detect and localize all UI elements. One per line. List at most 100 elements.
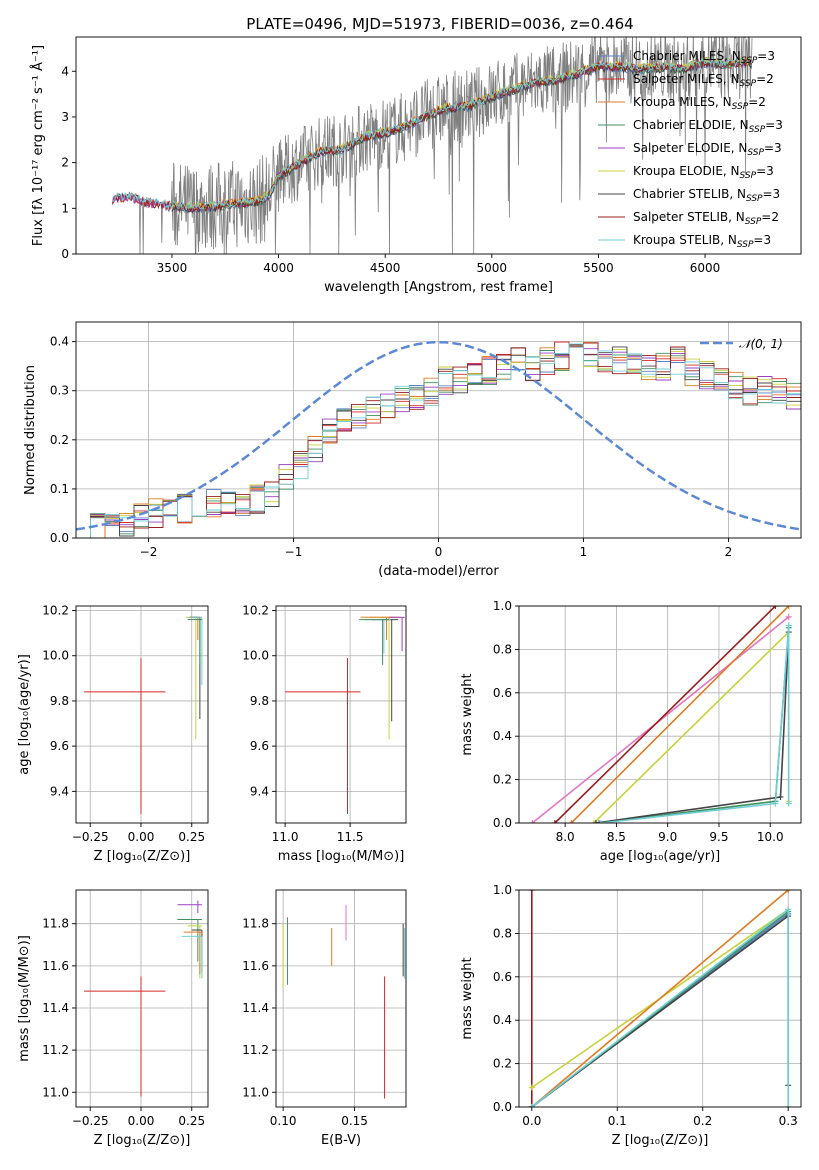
plot-area-age-vs-mass — [285, 616, 405, 814]
y-tick-label: 11.2 — [42, 1043, 69, 1057]
x-tick-label: 0.00 — [128, 1114, 155, 1128]
x-tick-label: 0.00 — [128, 830, 155, 844]
x-tick-label: 0.3 — [779, 1114, 798, 1128]
marker — [568, 820, 575, 823]
x-tick-label: 0.1 — [608, 1114, 627, 1128]
x-axis-label: age [log₁₀(age/yr)] — [600, 849, 721, 864]
x-tick-label: 2 — [725, 545, 733, 559]
plot-area-mass-weight-vs-Z — [528, 890, 792, 1107]
x-tick-label: 0.25 — [178, 830, 205, 844]
axes-frame — [275, 889, 407, 1108]
axes-frame — [75, 36, 802, 255]
x-tick-label: 4500 — [370, 261, 401, 275]
marker — [785, 622, 792, 629]
chart-mass-vs-ebv: 0.10 0.15 11.0 11.2 11.4 11.6 11.8 E(B-V) — [242, 889, 407, 1148]
x-axis-label: E(B-V) — [321, 1133, 361, 1148]
cumulative-line-4 — [593, 630, 790, 823]
histogram-9 — [76, 343, 801, 538]
y-tick-label: 0.0 — [50, 531, 69, 545]
legend-label: Chabrier STELIB, NSSP=3 — [633, 187, 780, 204]
axes-frame — [75, 605, 209, 824]
marker — [777, 793, 784, 800]
gaussian-curve — [76, 340, 801, 531]
legend-label: Kroupa ELODIE, NSSP=3 — [633, 164, 774, 181]
legend-label: Salpeter STELIB, NSSP=2 — [633, 210, 779, 227]
legend-label: Chabrier ELODIE, NSSP=3 — [633, 118, 783, 135]
x-axis-label: Z [log₁₀(Z/Z⊙)] — [94, 849, 191, 864]
chart-mass-vs-Z: −0.25 0.00 0.25 11.0 11.2 11.4 11.6 11.8 Z [log₁… — [17, 889, 209, 1148]
plot-area-mass-weight-vs-age — [529, 606, 792, 823]
axes-frame — [518, 605, 802, 824]
y-tick-label: 9.4 — [50, 784, 69, 798]
x-axis-label: Z [log₁₀(Z/Z⊙)] — [94, 1133, 191, 1148]
y-axis-label: mass [log₁₀(M/M⊙)] — [17, 935, 32, 1062]
marker — [529, 820, 536, 823]
y-tick-label: 1.0 — [493, 599, 512, 613]
y-tick-label: 10.2 — [242, 604, 269, 618]
y-tick-label: 0.3 — [50, 384, 69, 398]
marker — [598, 820, 605, 823]
marker — [590, 820, 597, 823]
marker — [785, 613, 792, 620]
errorbar-point-4 — [372, 619, 399, 722]
marker — [528, 890, 535, 893]
x-tick-label: 0.2 — [693, 1114, 712, 1128]
figure-title: PLATE=0496, MJD=51973, FIBERID=0036, z=0… — [246, 15, 633, 33]
legend-label: Salpeter ELODIE, NSSP=3 — [633, 141, 782, 158]
chart-mass-weight-vs-Z: 0.0 0.1 0.2 0.3 0.0 0.2 0.4 0.6 0.8 1.0 Z [log₁₀(Z… — [460, 883, 802, 1148]
x-tick-label: 10.0 — [757, 830, 784, 844]
x-tick-label: 0 — [435, 545, 443, 559]
y-tick-label: 0.8 — [493, 926, 512, 940]
x-tick-label: 6000 — [690, 261, 721, 275]
errorbar-point-2 — [177, 900, 202, 914]
chart-age-vs-mass: 11.0 11.5 9.4 9.6 9.8 10.0 10.2 mass [log₁₀(M/M… — [242, 604, 407, 864]
errorbar-point-4 — [189, 616, 201, 720]
y-tick-label: 0 — [61, 247, 69, 261]
y-tick-label: 11.4 — [242, 1001, 269, 1015]
y-tick-label: 0.6 — [493, 686, 512, 700]
marker — [595, 820, 602, 823]
y-axis-label: mass weight — [460, 673, 475, 755]
x-tick-label: 8.0 — [556, 830, 575, 844]
x-tick-label: 0.25 — [178, 1114, 205, 1128]
x-tick-label: 0.10 — [270, 1114, 297, 1128]
errorbar-point-1 — [84, 657, 166, 814]
plot-area-mass-vs-Z — [84, 900, 203, 1097]
x-tick-label: 9.5 — [709, 830, 728, 844]
y-tick-label: 11.6 — [42, 959, 69, 973]
histogram-5 — [76, 345, 801, 538]
y-tick-label: 11.8 — [42, 917, 69, 931]
axes-frame — [275, 605, 407, 824]
plot-area-age-vs-Z — [84, 616, 203, 814]
y-tick-label: 9.6 — [50, 739, 69, 753]
y-tick-label: 3 — [61, 110, 69, 124]
legend-spectrum: Chabrier MILES, NSSP=3 Salpeter MILES, NS… — [598, 49, 783, 250]
y-tick-label: 0.0 — [493, 1100, 512, 1114]
marker — [785, 606, 792, 609]
plot-area-residuals — [76, 340, 801, 538]
x-tick-label: 4000 — [263, 261, 294, 275]
marker — [785, 906, 792, 913]
y-tick-label: 0.2 — [50, 433, 69, 447]
y-tick-label: 11.8 — [242, 917, 269, 931]
marker — [772, 800, 779, 807]
x-tick-label: −1 — [285, 545, 303, 559]
marker — [785, 890, 792, 893]
y-tick-label: 11.6 — [242, 959, 269, 973]
y-tick-label: 0.6 — [493, 970, 512, 984]
marker — [772, 606, 779, 609]
errorbar-point-5 — [189, 616, 203, 686]
cumulative-line-3 — [531, 890, 789, 1107]
y-tick-label: 10.0 — [242, 649, 269, 663]
y-tick-label: 0.4 — [493, 1013, 512, 1027]
y-tick-label: 0.4 — [493, 729, 512, 743]
x-tick-label: −0.25 — [72, 1114, 109, 1128]
x-axis-label: wavelength [Angstrom, rest frame] — [324, 280, 553, 295]
chart-age-vs-Z: −0.25 0.00 0.25 9.4 9.6 9.8 10.0 10.2 Z [log₁₀(Z… — [17, 604, 209, 864]
errorbar-point-2 — [185, 616, 197, 740]
cumulative-line-7 — [531, 907, 790, 1107]
x-tick-label: 0.15 — [341, 1114, 368, 1128]
x-axis-label: Z [log₁₀(Z/Z⊙)] — [612, 1133, 709, 1148]
cumulative-line-7 — [600, 625, 790, 823]
errorbar-point-1 — [285, 657, 361, 814]
